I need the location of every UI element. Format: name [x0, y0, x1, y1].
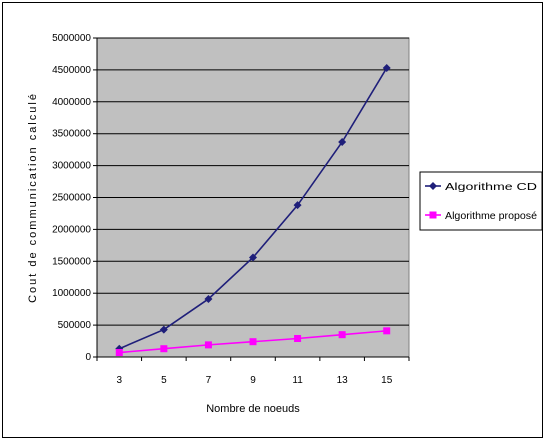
legend-label: Algorithme CD — [445, 182, 537, 193]
y-tick-label: 2500000 — [52, 193, 91, 204]
x-axis-title: Nombre de noeuds — [206, 403, 300, 415]
series-group — [115, 63, 391, 357]
y-tick-label: 0 — [85, 352, 91, 363]
gridlines — [97, 37, 409, 358]
legend-box — [419, 171, 543, 231]
data-point — [294, 334, 302, 342]
x-tick-label: 7 — [206, 375, 212, 386]
legend-item: Algorithme proposé — [425, 211, 537, 222]
y-tick-label: 500000 — [58, 320, 92, 331]
y-tick-label: 1500000 — [52, 256, 91, 267]
x-tick-label: 11 — [292, 375, 303, 386]
y-tick-label: 2000000 — [52, 224, 91, 235]
y-tick-label: 5000000 — [52, 33, 91, 44]
x-tick-label: 15 — [381, 375, 393, 386]
data-point — [382, 63, 391, 72]
data-point — [115, 349, 123, 357]
y-tick-label: 4000000 — [52, 97, 91, 108]
y-tick-label: 4500000 — [52, 65, 91, 76]
x-axis-ticks: 3 5 7 9 11 13 15 — [96, 357, 410, 386]
data-point — [383, 327, 391, 335]
series-2 — [115, 327, 391, 357]
legend-marker — [429, 211, 437, 219]
data-point — [249, 253, 257, 262]
data-point — [204, 294, 213, 303]
x-tick-label: 3 — [117, 375, 123, 386]
series-1 — [115, 63, 391, 353]
y-tick-label: 3500000 — [52, 129, 91, 140]
y-tick-label: 3000000 — [52, 161, 91, 172]
data-point — [249, 338, 257, 346]
data-point — [338, 137, 347, 146]
data-point — [204, 341, 212, 349]
data-point — [338, 331, 346, 339]
data-point — [160, 345, 168, 353]
y-axis-title: Cout de communication calculé — [27, 92, 39, 303]
x-tick-label: 13 — [337, 375, 349, 386]
legend: Algorithme CD Algorithme proposé — [419, 171, 543, 231]
x-tick-label: 5 — [161, 375, 167, 386]
legend-marker — [429, 182, 437, 190]
data-point — [293, 201, 302, 210]
y-axis-ticks: 0 500000 1000000 1500000 2000000 2500000 30000… — [52, 33, 97, 363]
x-tick-label: 9 — [250, 375, 256, 386]
y-tick-label: 1000000 — [52, 288, 91, 299]
legend-label: Algorithme proposé — [445, 211, 537, 222]
legend-item: Algorithme CD — [425, 182, 537, 193]
data-point — [159, 325, 168, 334]
